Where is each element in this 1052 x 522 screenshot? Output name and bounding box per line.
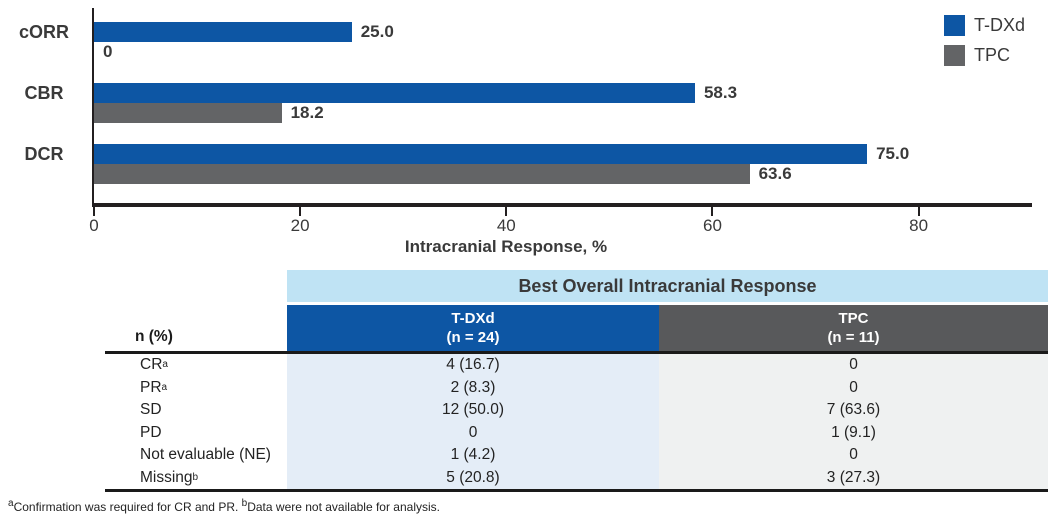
column-header-tdxd: T-DXd (n = 24) <box>287 305 659 351</box>
cell-tdxd: 12 (50.0) <box>287 399 659 422</box>
table-divider-top <box>105 351 1048 354</box>
table-row: PR a 2 (8.3) 0 <box>105 376 1048 399</box>
cell-tpc: 7 (63.6) <box>659 399 1048 422</box>
table-row: Not evaluable (NE) 1 (4.2) 0 <box>105 444 1048 467</box>
bar-value-tpc-cbr: 18.2 <box>290 103 324 122</box>
cell-tpc: 1 (9.1) <box>659 421 1048 444</box>
bar-t-dxd-dcr <box>94 144 868 164</box>
x-tick-label-80: 80 <box>909 216 929 235</box>
footnote-text-b: Data were not available for analysis. <box>247 500 440 514</box>
footnote-text-a: Confirmation was required for CR and PR. <box>13 500 242 514</box>
legend-item-tdxd: T-DXd <box>944 15 1025 36</box>
column-header-tpc-n: (n = 11) <box>827 329 880 346</box>
x-tick-40 <box>505 207 508 216</box>
footnote-sup-a: a <box>8 498 14 509</box>
x-tick-label-20: 20 <box>290 216 310 235</box>
table-divider-bottom <box>105 489 1048 492</box>
bar-tpc-dcr <box>94 164 750 184</box>
category-label-cbr: CBR <box>24 83 64 103</box>
column-header-tdxd-n: (n = 24) <box>446 329 500 346</box>
column-header-tpc: TPC (n = 11) <box>659 305 1048 351</box>
cell-tdxd: 5 (20.8) <box>287 466 659 489</box>
cell-tpc: 0 <box>659 376 1048 399</box>
column-header-tpc-name: TPC <box>838 310 869 327</box>
tdxd-swatch-icon <box>944 15 965 36</box>
cell-tpc: 0 <box>659 444 1048 467</box>
row-label: CR a <box>105 354 287 377</box>
bar-chart: cORR 25.0 0 CBR 58.3 18.2 DCR 75.0 63.6 0 20 40 60 8… <box>18 8 1032 256</box>
x-axis-line <box>92 203 1032 207</box>
table-row: Missing b 5 (20.8) 3 (27.3) <box>105 466 1048 489</box>
footnote: aConfirmation was required for CR and PR… <box>8 498 440 515</box>
cell-tdxd: 2 (8.3) <box>287 376 659 399</box>
cell-tdxd: 1 (4.2) <box>287 444 659 467</box>
x-axis-title: Intracranial Response, % <box>404 237 608 256</box>
bar-t-dxd-cbr <box>94 83 695 103</box>
cell-tpc: 0 <box>659 354 1048 377</box>
footnote-sup-b: b <box>241 498 248 509</box>
bar-value-tpc-dcr: 63.6 <box>758 164 792 183</box>
x-tick-label-0: 0 <box>89 216 99 235</box>
x-tick-20 <box>299 207 302 216</box>
row-label: Missing b <box>105 466 287 489</box>
tpc-swatch-icon <box>944 45 965 66</box>
bar-value-t-dxd-corr: 25.0 <box>360 22 394 41</box>
table-banner: Best Overall Intracranial Response <box>287 270 1048 302</box>
bar-value-t-dxd-cbr: 58.3 <box>703 83 738 102</box>
y-axis-line <box>92 8 94 207</box>
cell-tdxd: 0 <box>287 421 659 444</box>
x-tick-label-40: 40 <box>496 216 516 235</box>
bar-value-tpc-corr: 0 <box>103 42 113 61</box>
table-body: CR a 4 (16.7) 0 PR a 2 (8.3) 0 SD 12 (50.0) 7 (63.… <box>105 354 1048 489</box>
x-tick-80 <box>917 207 920 216</box>
x-tick-60 <box>711 207 714 216</box>
bar-value-t-dxd-dcr: 75.0 <box>876 144 910 163</box>
legend-item-tpc: TPC <box>944 45 1025 66</box>
column-header-tdxd-name: T-DXd <box>451 310 495 327</box>
row-label: Not evaluable (NE) <box>105 444 287 467</box>
table-row: SD 12 (50.0) 7 (63.6) <box>105 399 1048 422</box>
table-row: PD 0 1 (9.1) <box>105 421 1048 444</box>
bar-t-dxd-corr <box>94 22 352 42</box>
x-tick-0 <box>93 207 95 216</box>
row-label: PD <box>105 421 287 444</box>
category-label-dcr: DCR <box>24 144 64 164</box>
row-header-n-percent: n (%) <box>135 328 173 345</box>
cell-tdxd: 4 (16.7) <box>287 354 659 377</box>
row-label: SD <box>105 399 287 422</box>
legend-label-tdxd: T-DXd <box>974 15 1026 35</box>
row-label: PR a <box>105 376 287 399</box>
cell-tpc: 3 (27.3) <box>659 466 1048 489</box>
x-tick-label-60: 60 <box>702 216 722 235</box>
legend: T-DXd TPC <box>944 15 1025 75</box>
category-label-corr: cORR <box>18 22 69 42</box>
table-row: CR a 4 (16.7) 0 <box>105 354 1048 377</box>
legend-label-tpc: TPC <box>974 45 1010 65</box>
bar-tpc-cbr <box>94 103 282 123</box>
